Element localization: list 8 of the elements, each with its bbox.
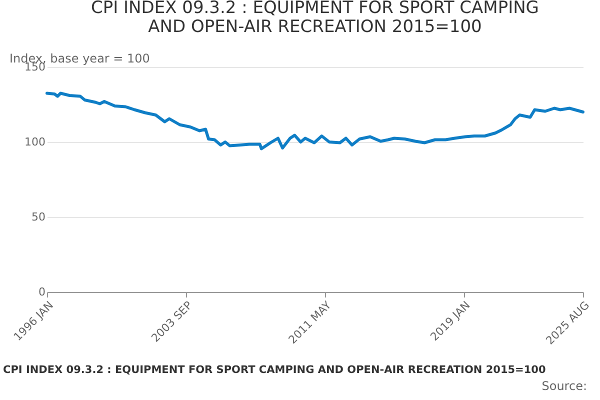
text: CPI INDEX 09.3.2 : EQUIPMENT FOR SPORT CAMPING AND OPEN-AIR RECREATION 2015=100 [3, 364, 547, 376]
chart-title: CPI INDEX 09.3.2 : EQUIPMENT FOR SPORT CAMPING AND OPEN-AIR RECREATION 2015=100 [91, 0, 539, 37]
y-axis-title: Index, base year = 100 [10, 52, 150, 66]
y-tick-label: 0 [38, 286, 46, 298]
y-tick-label: 100 [24, 136, 46, 148]
line-series [46, 92, 584, 150]
source-note: Source: [540, 379, 588, 393]
y-tick-label: 50 [32, 210, 46, 224]
